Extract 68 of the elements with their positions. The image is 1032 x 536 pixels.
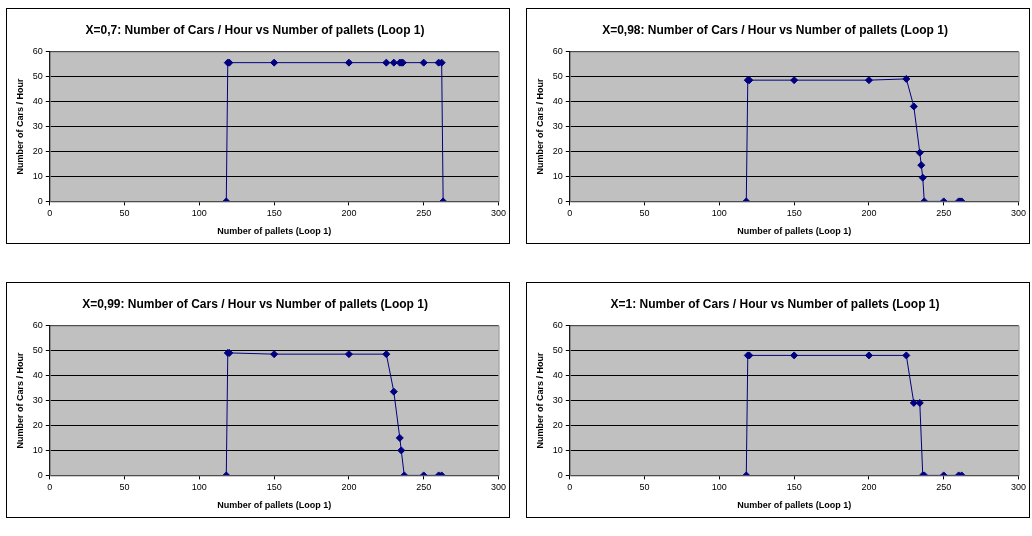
x-tick-label: 200	[341, 482, 357, 493]
x-axis-title: Number of pallets (Loop 1)	[217, 226, 332, 237]
y-tick-label: 0	[557, 469, 563, 480]
y-tick-label: 40	[552, 369, 563, 380]
y-tick-label: 30	[32, 120, 43, 131]
x-tick-label: 300	[1010, 208, 1027, 219]
y-tick-label: 50	[32, 70, 43, 81]
x-tick-label: 250	[416, 482, 432, 493]
y-axis-title: Number of Cars / Hour	[534, 351, 545, 449]
y-tick-label: 30	[552, 120, 563, 131]
y-axis-title: Number of Cars / Hour	[14, 351, 25, 449]
x-tick-label: 300	[490, 208, 507, 219]
y-tick-label: 60	[552, 45, 563, 56]
y-tick-label: 10	[32, 444, 43, 455]
x-tick-label: 150	[266, 208, 282, 219]
y-tick-label: 20	[32, 419, 43, 430]
x-tick-label: 250	[416, 208, 432, 219]
x-tick-label: 0	[567, 208, 573, 219]
x-tick-label: 250	[936, 482, 952, 493]
y-tick-label: 40	[32, 95, 43, 106]
chart-title: X=0,7: Number of Cars / Hour vs Number of pallets (Loop 1)	[85, 22, 425, 37]
chart-title: X=1: Number of Cars / Hour vs Number of pallets (Loop 1)	[610, 296, 940, 311]
y-tick-label: 40	[32, 369, 43, 380]
x-tick-label: 100	[191, 208, 207, 219]
y-tick-label: 10	[552, 170, 563, 181]
x-tick-label: 0	[47, 482, 53, 493]
y-tick-label: 40	[552, 95, 563, 106]
x-tick-label: 200	[861, 208, 877, 219]
x-tick-label: 150	[786, 208, 802, 219]
y-tick-label: 0	[37, 195, 43, 206]
y-tick-label: 60	[32, 45, 43, 56]
x-tick-label: 200	[341, 208, 357, 219]
y-tick-label: 50	[552, 70, 563, 81]
x-tick-label: 0	[567, 482, 573, 493]
x-tick-label: 100	[711, 482, 727, 493]
y-tick-label: 20	[32, 145, 43, 156]
x-tick-label: 300	[1010, 482, 1027, 493]
y-tick-label: 0	[37, 469, 43, 480]
chart-title: X=0,98: Number of Cars / Hour vs Number of pallets (Loop 1)	[602, 22, 948, 37]
x-tick-label: 300	[490, 482, 507, 493]
y-tick-label: 60	[32, 319, 43, 330]
y-tick-label: 20	[552, 145, 563, 156]
chart-title: X=0,99: Number of Cars / Hour vs Number of pallets (Loop 1)	[82, 296, 428, 311]
x-axis-title: Number of pallets (Loop 1)	[217, 500, 332, 511]
y-tick-label: 20	[552, 419, 563, 430]
x-tick-label: 100	[191, 482, 207, 493]
x-tick-label: 200	[861, 482, 877, 493]
x-tick-label: 50	[119, 482, 130, 493]
y-tick-label: 50	[552, 344, 563, 355]
x-tick-label: 150	[786, 482, 802, 493]
y-tick-label: 10	[32, 170, 43, 181]
y-axis-title: Number of Cars / Hour	[14, 77, 25, 175]
x-axis-title: Number of pallets (Loop 1)	[737, 500, 852, 511]
x-tick-label: 50	[639, 482, 650, 493]
x-axis-title: Number of pallets (Loop 1)	[737, 226, 852, 237]
x-tick-label: 50	[639, 208, 650, 219]
y-tick-label: 30	[32, 394, 43, 405]
y-tick-label: 30	[552, 394, 563, 405]
x-tick-label: 0	[47, 208, 53, 219]
y-tick-label: 50	[32, 344, 43, 355]
y-tick-label: 0	[557, 195, 563, 206]
y-tick-label: 10	[552, 444, 563, 455]
x-tick-label: 250	[936, 208, 952, 219]
x-tick-label: 100	[711, 208, 727, 219]
x-tick-label: 150	[266, 482, 282, 493]
y-tick-label: 60	[552, 319, 563, 330]
y-axis-title: Number of Cars / Hour	[534, 77, 545, 175]
x-tick-label: 50	[119, 208, 130, 219]
